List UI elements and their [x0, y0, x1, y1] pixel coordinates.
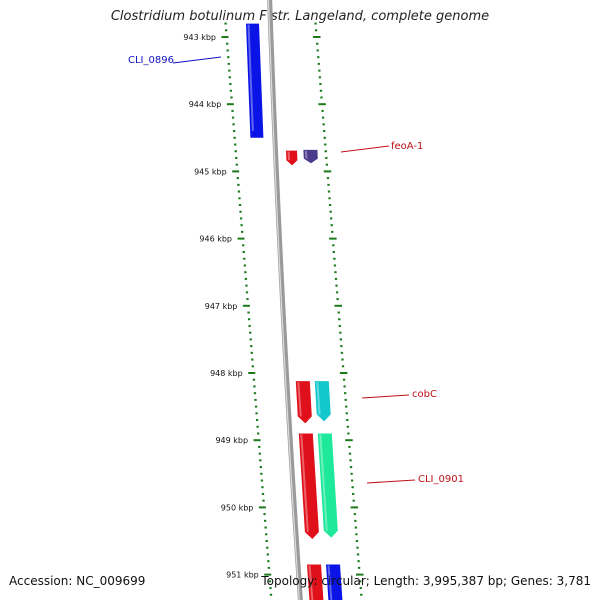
tick-label: 943 kbp — [183, 33, 216, 42]
tick-labels: 943 kbp 944 kbp 945 kbp 946 kbp 947 kbp 948 k… — [183, 33, 258, 580]
gene-highlight — [287, 151, 291, 161]
tick-label: 946 kbp — [199, 235, 232, 244]
tick-label: 949 kbp — [215, 436, 248, 445]
gene-highlight — [300, 434, 309, 533]
gene-highlight — [304, 150, 308, 159]
gene-features — [246, 23, 343, 600]
gene-feature[interactable] — [303, 149, 318, 164]
gene-highlight — [297, 381, 302, 417]
accession-text: Accession: NC_009699 — [9, 574, 146, 588]
gene-feature[interactable] — [314, 381, 331, 422]
backbone-line — [267, 0, 303, 600]
gene-highlight — [316, 381, 321, 415]
tick-label: 951 kbp — [226, 571, 259, 580]
gene-label-leader — [340, 145, 390, 153]
gene-label-leader — [366, 479, 416, 484]
gene-feature[interactable] — [295, 381, 312, 424]
gene-label-leader — [361, 394, 410, 399]
gene-feature[interactable] — [286, 150, 298, 166]
page-title: Clostridium botulinum F str. Langeland, … — [110, 9, 490, 24]
gene-feature[interactable] — [246, 23, 264, 138]
right-tick-marks — [313, 22, 364, 596]
tick-label: 947 kbp — [205, 302, 238, 311]
gene-highlight — [247, 24, 254, 131]
tick-label: 945 kbp — [194, 167, 227, 176]
gene-label-leader — [172, 56, 222, 64]
gene-highlight — [308, 565, 314, 600]
gene-labels: CLI_0896 feoA-1 cobC CLI_0901 — [128, 55, 464, 485]
left-tick-marks — [221, 22, 273, 596]
gene-feature[interactable] — [326, 564, 343, 600]
gene-label[interactable]: cobC — [412, 389, 437, 400]
gene-feature[interactable] — [317, 433, 338, 538]
tick-label: 944 kbp — [189, 100, 222, 109]
genome-backbone — [267, 0, 303, 600]
backbone-highlight — [267, 0, 300, 600]
gene-highlight — [327, 565, 333, 600]
gene-label[interactable]: feoA-1 — [391, 141, 423, 152]
gene-highlight — [319, 434, 328, 531]
gene-feature[interactable] — [298, 433, 319, 540]
gene-label[interactable]: CLI_0896 — [128, 55, 174, 66]
gene-label[interactable]: CLI_0901 — [418, 474, 464, 485]
tick-label: 950 kbp — [221, 503, 254, 512]
genome-stats-text: Topology: circular; Length: 3,995,387 bp… — [261, 574, 591, 588]
tick-label: 948 kbp — [210, 369, 243, 378]
gene-feature[interactable] — [307, 564, 324, 600]
